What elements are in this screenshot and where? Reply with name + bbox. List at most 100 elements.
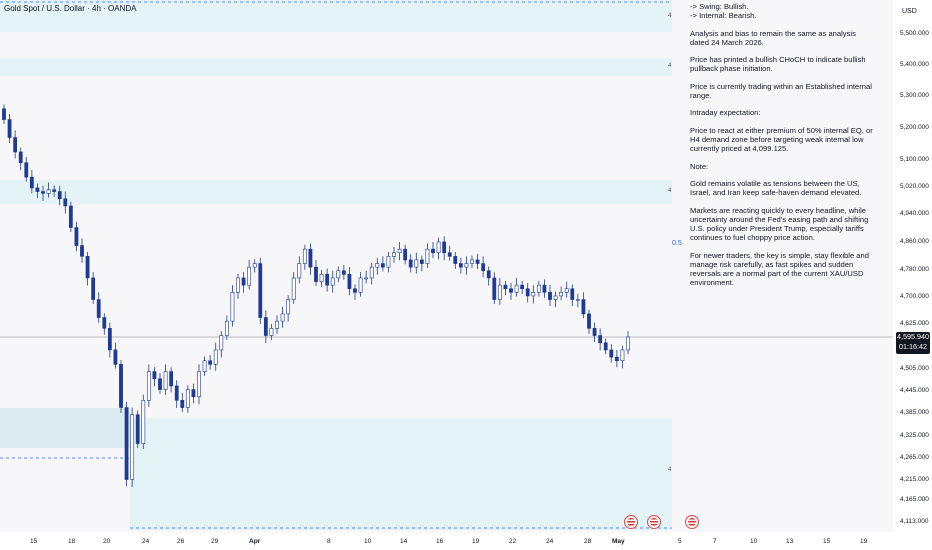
time-tick: 22 bbox=[509, 538, 517, 545]
candle-body bbox=[13, 137, 18, 153]
time-tick: 14 bbox=[400, 538, 408, 545]
candle-body bbox=[291, 277, 296, 300]
notes-heading: Intraday expectation: bbox=[690, 108, 761, 118]
notes-paragraph: Price has printed a bullish CHoCH to ind… bbox=[690, 55, 866, 74]
candle-body bbox=[185, 389, 190, 408]
zone-marker: 4 bbox=[668, 13, 672, 19]
candle-body bbox=[453, 256, 458, 264]
candle-body bbox=[230, 292, 235, 322]
candle-body bbox=[386, 256, 391, 268]
candle-body bbox=[325, 274, 330, 286]
notes-paragraph: Markets are reacting quickly to every he… bbox=[690, 205, 869, 243]
candle-body bbox=[96, 299, 101, 318]
candle-body bbox=[169, 371, 174, 387]
price-tick: 5,100.000 bbox=[900, 156, 929, 163]
candle-body bbox=[553, 295, 558, 300]
candle-body bbox=[29, 176, 34, 189]
zone-marker: 4 bbox=[668, 467, 672, 473]
candle-body bbox=[91, 277, 96, 300]
candle-body bbox=[548, 292, 552, 300]
time-tick: 15 bbox=[823, 538, 831, 545]
candle-body bbox=[163, 371, 168, 390]
supply-zone bbox=[0, 180, 672, 204]
candle-body bbox=[603, 342, 608, 351]
candle-body bbox=[341, 270, 346, 275]
candle-body bbox=[431, 248, 435, 254]
zone-marker: 4 bbox=[668, 188, 672, 194]
time-tick: 19 bbox=[472, 538, 480, 545]
price-axis-labels: 5,500.000 5,400.000 5,300.000 5,200.000 … bbox=[900, 30, 929, 525]
candle-body bbox=[319, 274, 324, 282]
candle-body bbox=[531, 292, 536, 297]
candle-body bbox=[7, 119, 12, 138]
candle-body bbox=[492, 277, 497, 300]
candle-body bbox=[575, 299, 580, 301]
price-tick: 4,625.000 bbox=[900, 320, 929, 327]
candle-body bbox=[397, 248, 402, 254]
candle-body bbox=[464, 263, 469, 268]
us-flag-icon[interactable] bbox=[624, 515, 638, 529]
time-tick: 10 bbox=[750, 538, 758, 545]
candle-body bbox=[258, 263, 263, 318]
candle-body bbox=[314, 266, 318, 282]
candle-body bbox=[609, 349, 614, 358]
candle-body bbox=[152, 371, 157, 380]
price-tick: 5,500.000 bbox=[900, 30, 929, 37]
price-tick: 4,113.000 bbox=[900, 518, 929, 525]
currency-label[interactable]: USD bbox=[902, 8, 917, 15]
candles bbox=[2, 104, 630, 488]
candle-body bbox=[470, 259, 474, 264]
candle-body bbox=[24, 162, 29, 178]
supply-zone bbox=[0, 0, 672, 32]
demand-zone bbox=[0, 408, 130, 448]
candle-body bbox=[63, 198, 68, 207]
candle-body bbox=[68, 205, 73, 228]
notes-paragraph: Analysis and bias to remain the same as … bbox=[690, 28, 856, 47]
price-tick: 5,400.000 bbox=[900, 61, 929, 68]
candle-body bbox=[436, 241, 441, 254]
price-tick: 4,940.000 bbox=[900, 210, 929, 217]
candle-body bbox=[57, 191, 62, 200]
candle-body bbox=[408, 259, 413, 268]
candle-body bbox=[503, 284, 508, 290]
us-flag-icon[interactable] bbox=[647, 515, 661, 529]
candle-body bbox=[174, 385, 179, 401]
candle-body bbox=[542, 284, 547, 293]
candle-body bbox=[347, 274, 352, 290]
price-tick: 4,165.000 bbox=[900, 496, 929, 503]
candle-body bbox=[481, 263, 486, 272]
candle-body bbox=[425, 248, 430, 264]
candle-body bbox=[213, 349, 218, 365]
time-tick: 15 bbox=[30, 538, 38, 545]
candle-body bbox=[520, 284, 525, 290]
time-axis-labels: 15 18 20 24 26 29 Apr 8 10 14 16 19 22 2… bbox=[30, 538, 868, 545]
price-tick: 5,020.000 bbox=[900, 183, 929, 190]
us-flag-icon[interactable] bbox=[685, 515, 699, 529]
time-tick: 7 bbox=[713, 538, 717, 545]
candle-body bbox=[119, 364, 123, 408]
analysis-notes: -> Swing: Bullish. -> Internal: Bearish.… bbox=[690, 2, 875, 296]
current-price-value: 4,595.940 bbox=[897, 332, 929, 341]
candle-body bbox=[135, 414, 140, 444]
candle-body bbox=[419, 259, 424, 264]
candle-body bbox=[297, 263, 302, 279]
time-tick: 24 bbox=[142, 538, 150, 545]
candle-body bbox=[202, 360, 207, 372]
time-tick: 20 bbox=[103, 538, 111, 545]
candle-body bbox=[286, 299, 291, 315]
candle-body bbox=[158, 378, 162, 390]
candle-body bbox=[330, 277, 335, 286]
candle-body bbox=[241, 277, 246, 286]
notes-bias: -> Swing: Bullish. -> Internal: Bearish. bbox=[690, 2, 757, 21]
candle-body bbox=[46, 189, 51, 194]
candle-body bbox=[570, 288, 575, 300]
notes-paragraph: Price is currently trading within an Est… bbox=[690, 81, 872, 100]
symbol-legend[interactable]: Gold Spot / U.S. Dollar · 4h · OANDA bbox=[4, 4, 137, 13]
time-tick: 19 bbox=[860, 538, 868, 545]
candle-body bbox=[442, 241, 447, 254]
candle-body bbox=[102, 317, 107, 329]
candle-body bbox=[124, 407, 129, 480]
candle-body bbox=[224, 320, 229, 336]
candle-body bbox=[497, 284, 502, 300]
